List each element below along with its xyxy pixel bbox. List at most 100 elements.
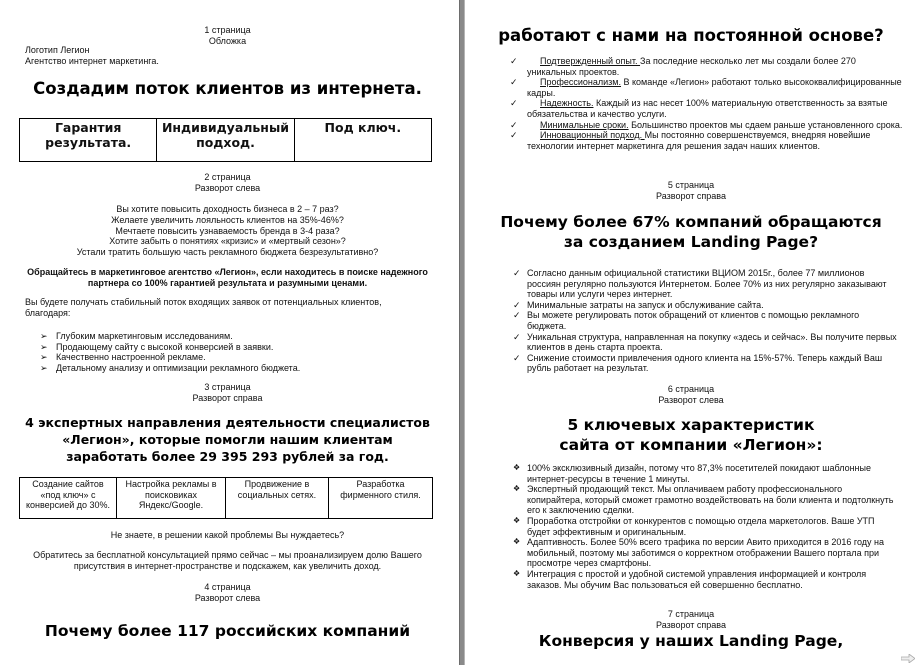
heading-line: за созданием Landing Page? bbox=[563, 233, 819, 251]
advantage-term: Надежность. bbox=[540, 98, 594, 109]
left-page: 1 страница Обложка Логотип Легион Агентс… bbox=[0, 25, 455, 640]
diamond-bullet-icon: ❖ bbox=[513, 537, 521, 547]
list-item: ✓ Подтвержденный опыт. За последние неско… bbox=[510, 56, 907, 77]
list-item: ➢ Глубоким маркетинговым исследованиям. bbox=[40, 331, 300, 342]
list-item: ➢ Детальному анализу и оптимизации реклам… bbox=[40, 362, 301, 374]
page-subtitle: Разворот справа bbox=[192, 392, 263, 403]
list-item-text: Уникальная структура, направленная на по… bbox=[527, 331, 897, 353]
page-subtitle: Разворот слева bbox=[194, 592, 261, 603]
check-icon: ✓ bbox=[510, 98, 518, 109]
right-page: работают с нами на постоянной основе? ✓ П… bbox=[465, 0, 917, 665]
list-item-text: Глубоким маркетинговым исследованиям. bbox=[56, 331, 233, 341]
diamond-bullet-icon: ❖ bbox=[513, 515, 521, 525]
page-number: 6 страница bbox=[667, 384, 715, 394]
questions-block: Вы хотите повысить доходность бизнеса в … bbox=[0, 204, 455, 258]
advantage-term: Подтвержденный опыт. bbox=[540, 56, 641, 66]
page-1-label: 1 страница Обложка bbox=[0, 25, 455, 47]
heading-line: сайта от компании «Легион»: bbox=[559, 436, 823, 454]
arrow-bullet-icon: ➢ bbox=[40, 362, 48, 373]
advantage-text: Мы постоянно совершенствуемся, внедряя н… bbox=[527, 130, 871, 151]
landing-reasons-list: ✓ Согласно данным официальной статистики … bbox=[513, 268, 899, 374]
advantages-list: ✓ Подтвержденный опыт. За последние неско… bbox=[510, 56, 907, 151]
list-item-text: Минимальные затраты на запуск и обслужив… bbox=[527, 299, 764, 310]
heading-line: заработать более 29 395 293 рублей за го… bbox=[66, 449, 389, 464]
check-icon: ✓ bbox=[513, 352, 521, 363]
page-7-label: 7 страница Разворот справа bbox=[465, 609, 917, 631]
consult-para: Обратитесь за бесплатной консультацией п… bbox=[33, 550, 422, 571]
list-item-text: Качественно настроенной рекламе. bbox=[56, 352, 206, 363]
landing-heading: Почему более 67% компаний обращаются за … bbox=[465, 212, 917, 252]
list-item: ✓ Минимальные затраты на запуск и обслужи… bbox=[513, 299, 899, 311]
heading-line: «Легион», которые помогли нашим клиентам bbox=[62, 432, 393, 447]
direction-cell: Создание сайтов «под ключ» с конверсией … bbox=[19, 477, 117, 519]
list-item: ❖ Экспертный продающий текст. Мы оплачива… bbox=[513, 484, 899, 516]
heading-line: Почему более 67% компаний обращаются bbox=[500, 213, 882, 231]
benefit-cell: Индивидуальный подход. bbox=[156, 118, 295, 162]
heading-line: 4 экспертных направления деятельности сп… bbox=[25, 415, 430, 430]
heading-line: 5 ключевых характеристик bbox=[567, 416, 815, 434]
benefits-table: Гарантия результата. Индивидуальный подх… bbox=[18, 118, 433, 162]
arrow-bullet-icon: ➢ bbox=[40, 331, 48, 341]
list-item-text: Снижение стоимости привлечения одного кл… bbox=[527, 352, 883, 374]
intro-para: Вы будете получать стабильный поток вход… bbox=[25, 297, 382, 318]
question-line: Устали тратить большую часть рекламного … bbox=[76, 247, 379, 258]
advantage-text: В команде «Легион» работают только высок… bbox=[527, 77, 902, 98]
list-item-text: Вы можете регулировать поток обращений о… bbox=[527, 310, 860, 331]
check-icon: ✓ bbox=[510, 119, 518, 130]
list-item: ➢ Качественно настроенной рекламе. bbox=[40, 352, 300, 363]
check-icon: ✓ bbox=[513, 299, 521, 310]
page-2-label: 2 страница Разворот слева bbox=[0, 172, 455, 194]
list-item: ✓ Вы можете регулировать поток обращений … bbox=[513, 310, 899, 331]
diamond-bullet-icon: ❖ bbox=[513, 484, 521, 494]
check-icon: ✓ bbox=[513, 310, 521, 321]
arrow-right-icon[interactable] bbox=[901, 654, 915, 663]
list-item: ❖ Интеграция с простой и удобной системой… bbox=[513, 569, 899, 590]
diamond-bullet-icon: ❖ bbox=[513, 463, 521, 472]
direction-cell: Разработка фирменного стиля. bbox=[328, 477, 433, 519]
page-subtitle: Разворот слева bbox=[194, 182, 261, 193]
directions-heading: 4 экспертных направления деятельности сп… bbox=[0, 414, 455, 465]
question-line: Не знаете, в решении какой проблемы Вы н… bbox=[110, 530, 345, 540]
logo-line: Логотип Легион bbox=[25, 45, 90, 55]
features-heading: 5 ключевых характеристик сайта от компан… bbox=[465, 415, 917, 455]
advantage-term: Профессионализм. bbox=[540, 77, 621, 88]
agency-line: Агентство интернет маркетинга. bbox=[25, 55, 159, 66]
reasons-list: ➢ Глубоким маркетинговым исследованиям. ➢… bbox=[40, 331, 301, 374]
advantage-text: Каждый из нас несет 100% материальную от… bbox=[527, 98, 888, 119]
advantage-text: Большинство проектов мы сдаем раньше уст… bbox=[628, 119, 903, 130]
check-icon: ✓ bbox=[510, 56, 518, 66]
list-item-text: Продающему сайту с высокой конверсией в … bbox=[56, 341, 274, 352]
arrow-bullet-icon: ➢ bbox=[40, 341, 48, 352]
logo-block: Логотип Легион Агентство интернет маркет… bbox=[25, 45, 159, 67]
page-4-heading-continued: работают с нами на постоянной основе? bbox=[498, 26, 884, 45]
list-item: ➢ Продающему сайту с высокой конверсией в… bbox=[40, 341, 300, 353]
advantage-term: Инновационный подход. bbox=[540, 130, 645, 141]
arrow-bullet-icon: ➢ bbox=[40, 352, 48, 363]
question-line: Мечтаете повысить узнаваемость бренда в … bbox=[115, 225, 340, 236]
direction-cell: Продвижение в социальных сетях. bbox=[225, 477, 329, 519]
check-icon: ✓ bbox=[510, 130, 518, 141]
page-6-label: 6 страница Разворот слева bbox=[465, 384, 917, 406]
check-icon: ✓ bbox=[510, 77, 518, 88]
list-item: ✓ Профессионализм. В команде «Легион» раб… bbox=[510, 77, 907, 98]
list-item: ✓ Минимальные сроки. Большинство проектов… bbox=[510, 119, 907, 131]
page-3-label: 3 страница Разворот справа bbox=[0, 382, 455, 404]
page-subtitle: Разворот справа bbox=[656, 619, 726, 630]
list-item: ✓ Инновационный подход. Мы постоянно сове… bbox=[510, 130, 907, 151]
check-icon: ✓ bbox=[513, 331, 521, 342]
list-item-text: Детальному анализу и оптимизации рекламн… bbox=[56, 362, 301, 373]
features-list: ❖ 100% эксклюзивный дизайн, потому что 87… bbox=[513, 463, 899, 590]
diamond-bullet-icon: ❖ bbox=[513, 568, 521, 578]
page-7-heading: Конверсия у наших Landing Page, bbox=[538, 632, 844, 650]
list-item-text: Согласно данным официальной статистики В… bbox=[527, 268, 887, 300]
list-item: ✓ Снижение стоимости привлечения одного к… bbox=[513, 352, 899, 374]
advantage-term: Минимальные сроки. bbox=[540, 119, 629, 130]
benefit-cell: Гарантия результата. bbox=[18, 118, 158, 162]
question-line: Вы хотите повысить доходность бизнеса в … bbox=[116, 204, 339, 214]
list-item: ❖ Адаптивность. Более 50% всего трафика п… bbox=[513, 537, 899, 569]
list-item: ❖ 100% эксклюзивный дизайн, потому что 87… bbox=[513, 463, 899, 484]
list-item-text: Адаптивность. Более 50% всего трафика по… bbox=[527, 537, 884, 569]
list-item: ✓ Согласно данным официальной статистики … bbox=[513, 268, 899, 300]
list-item: ❖ Проработка отстройки от конкурентов с п… bbox=[513, 516, 899, 537]
cover-title: Создадим поток клиентов из интернета. bbox=[33, 79, 422, 98]
